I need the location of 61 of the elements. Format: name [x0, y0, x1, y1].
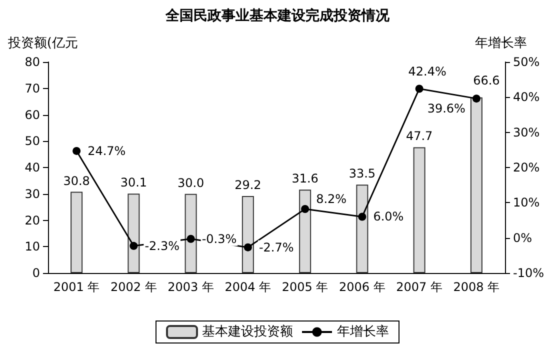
point [130, 242, 138, 250]
chart-title: 全国民政事业基本建设完成投资情况 [164, 7, 390, 24]
bar [299, 190, 312, 273]
x-tick-label: 2006 年 [339, 280, 386, 294]
data-label: 66.6 [473, 73, 500, 88]
bar [70, 192, 83, 273]
data-label: 42.4% [408, 64, 446, 79]
x-tick-label: 2005 年 [282, 280, 328, 294]
data-label: 31.6 [292, 172, 318, 186]
data-label: 33.5 [348, 166, 376, 181]
data-label: -2.7% [258, 240, 294, 254]
x-tick-label: 2001 年 [53, 280, 100, 294]
data-label: 8.2% [316, 192, 347, 206]
data-label: 6.0% [373, 210, 404, 224]
point [301, 205, 310, 213]
data-label: 47.7 [406, 129, 433, 144]
x-tick-label: 2008 年 [453, 280, 500, 294]
point [244, 243, 252, 252]
y2-tick-label: 10% [513, 196, 540, 210]
bar [242, 196, 254, 273]
point [472, 94, 480, 103]
x-tick-label: 2007 年 [396, 280, 442, 294]
y2-tick-label: 0% [513, 230, 532, 245]
y2-tick-label: 30% [513, 125, 540, 140]
data-label: -2.3% [144, 238, 180, 253]
bar [128, 194, 140, 273]
bar [470, 97, 482, 273]
y-tick-label: 20 [24, 213, 40, 228]
point [72, 146, 81, 155]
x-tick-label: 2002 年 [110, 280, 157, 294]
y-tick-label: 40 [24, 160, 40, 174]
y-tick-label: 0 [32, 266, 40, 280]
point [415, 84, 424, 93]
data-label: -0.3% [202, 232, 237, 246]
y2-tick-label: -10% [513, 266, 544, 280]
data-label: 29.2 [234, 178, 262, 192]
bar [413, 147, 426, 273]
data-label: 30.1 [120, 176, 148, 190]
y2-tick-label: 40% [513, 90, 540, 104]
y-tick-label: 30 [24, 186, 40, 201]
y2-tick-label: 50% [513, 55, 540, 69]
y2-tick-label: 20% [513, 160, 540, 174]
y-tick-label: 10 [24, 240, 40, 254]
point [358, 212, 366, 221]
legend-label: 年增长率 [337, 324, 389, 340]
y-tick-label: 80 [24, 55, 40, 69]
bar [184, 194, 197, 273]
y-tick-label: 50 [24, 134, 40, 148]
y-tick-label: 60 [24, 108, 40, 122]
point [186, 234, 195, 243]
data-label: 39.6% [427, 102, 466, 116]
data-label: 24.7% [88, 144, 126, 158]
bar [356, 184, 368, 273]
x-tick-label: 2003 年 [168, 280, 214, 294]
y2-axis-title: 年增长率 [475, 35, 527, 51]
y-axis-title: 投资额(亿元 [6, 36, 78, 51]
x-tick-label: 2004 年 [224, 280, 272, 294]
data-label: 30.0 [177, 176, 204, 190]
y-tick-label: 70 [24, 81, 40, 96]
data-label: 30.8 [63, 174, 90, 188]
legend-label: 基本建设投资额 [202, 324, 293, 340]
